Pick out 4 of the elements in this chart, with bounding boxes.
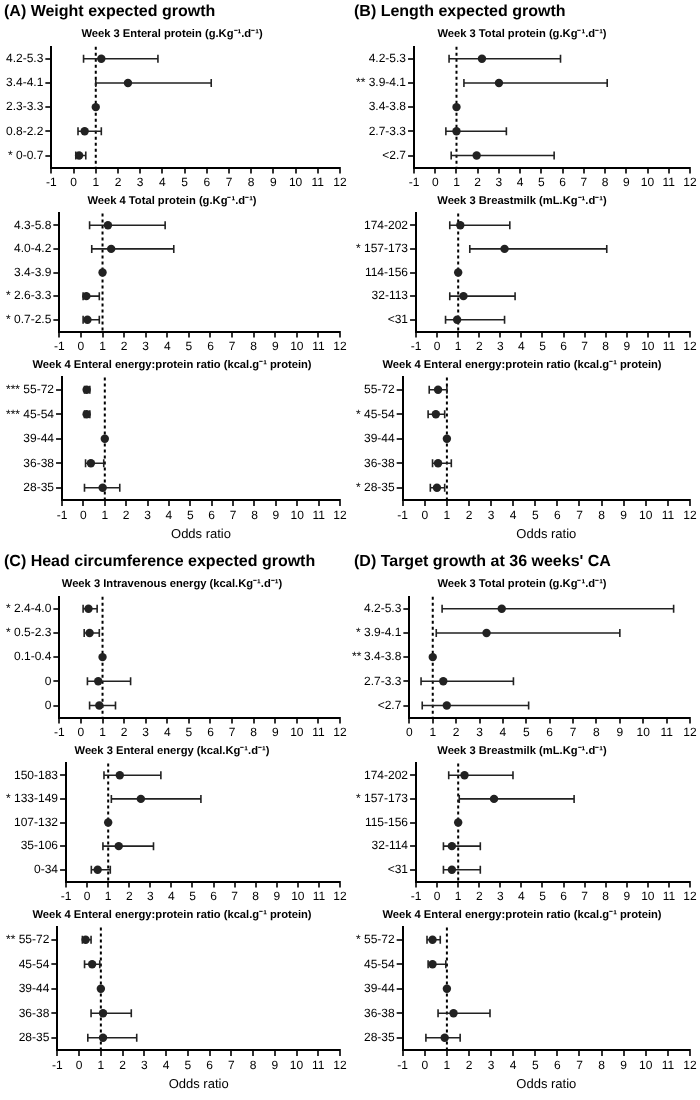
chart-title: (A) Weight expected growth [4,2,216,21]
chart-title: (B) Length expected growth [354,2,566,21]
chart-title: (D) Target growth at 36 weeks' CA [354,552,612,571]
chart-title: (C) Head circumference expected growth [4,552,316,571]
